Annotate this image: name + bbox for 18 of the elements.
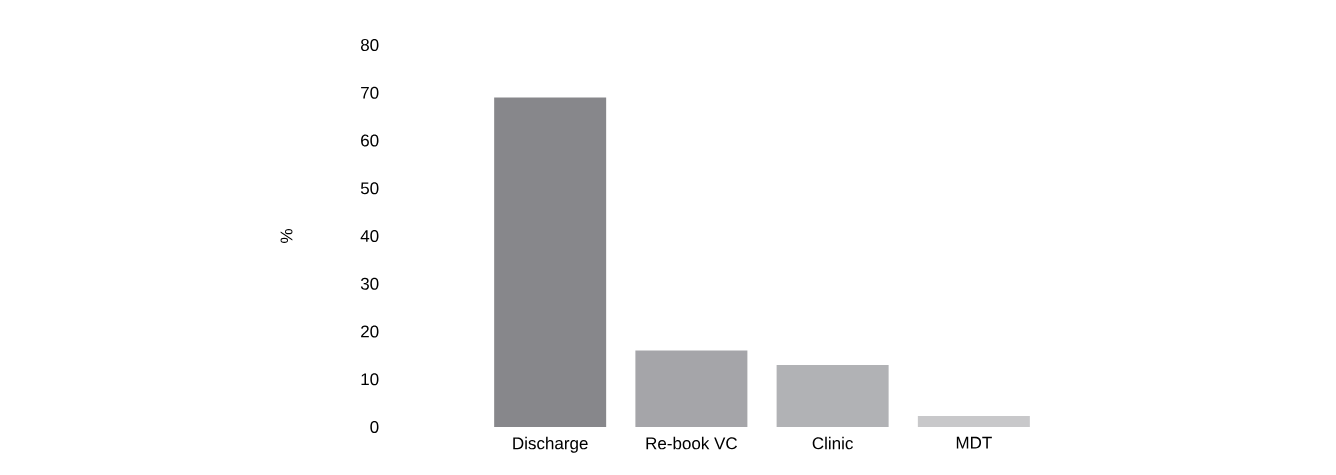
x-tick-label: MDT [956, 436, 992, 449]
x-tick-label: Clinic [812, 436, 853, 450]
y-tick-label: 10 [361, 373, 379, 386]
x-tick-label: Re-book VC [646, 436, 738, 450]
bar [776, 364, 889, 427]
bar [494, 97, 607, 427]
y-tick-label: 50 [360, 182, 379, 195]
bar [635, 350, 748, 427]
y-tick-label: 80 [360, 38, 379, 52]
y-tick-label: 70 [361, 86, 379, 99]
y-tick-label: 60 [361, 134, 379, 147]
y-axis-title: % [280, 229, 293, 243]
bar [917, 416, 1030, 427]
y-tick-label: 0 [370, 420, 379, 434]
y-tick-label: 20 [361, 325, 379, 338]
y-tick-label: 40 [360, 229, 379, 243]
x-tick-label: Discharge [513, 436, 588, 453]
y-tick-label: 30 [360, 277, 379, 290]
